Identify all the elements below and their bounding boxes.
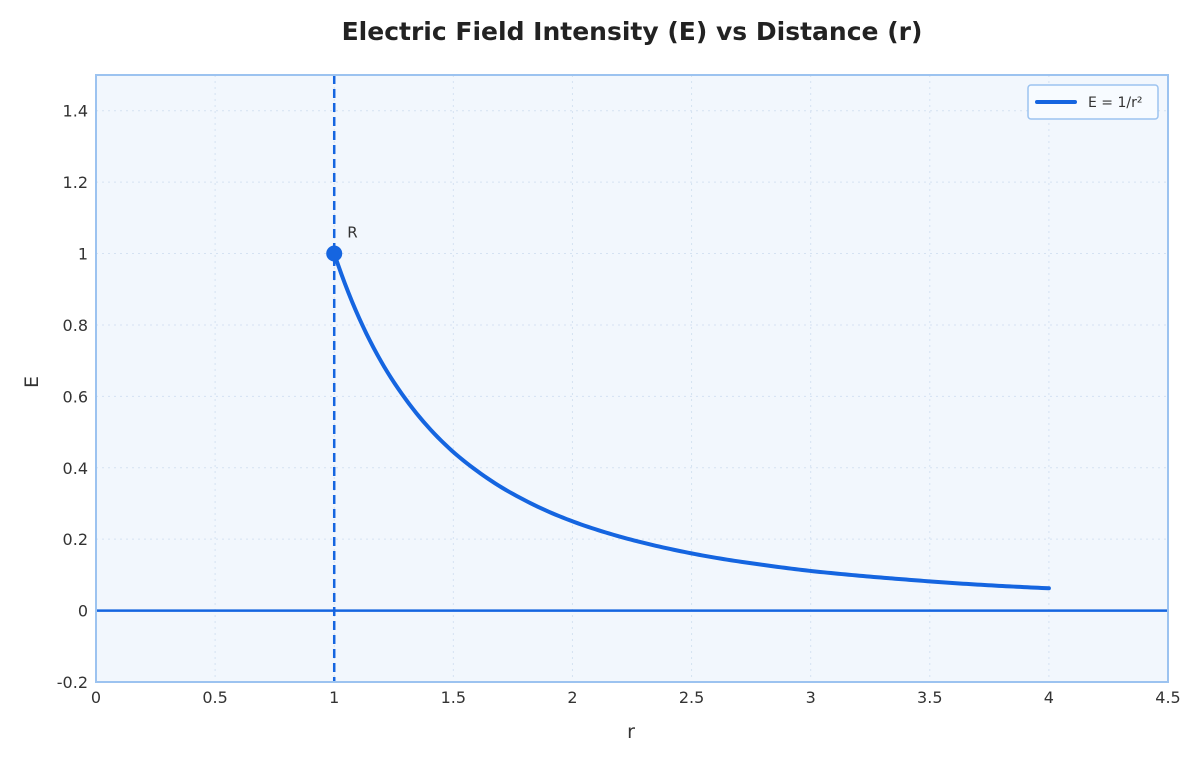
y-tick-label: -0.2: [57, 673, 88, 692]
plot-background: [96, 75, 1168, 682]
x-tick-label: 3.5: [917, 688, 942, 707]
marker-point-R: [326, 245, 343, 262]
marker-label-R: R: [347, 224, 357, 242]
x-tick-label: 1: [329, 688, 339, 707]
y-axis-label: E: [21, 376, 43, 388]
reference-lines: [96, 75, 1168, 682]
x-tick-label: 2.5: [679, 688, 704, 707]
y-tick-label: 1.2: [63, 173, 88, 192]
x-axis-ticks: 0 0.5 1 1.5 2 2.5 3 3.5 4 4.5: [91, 688, 1181, 707]
x-tick-label: 0: [91, 688, 101, 707]
y-tick-label: 0.6: [63, 387, 88, 406]
y-tick-label: 0.2: [63, 530, 88, 549]
x-tick-label: 0.5: [202, 688, 227, 707]
legend-box: [1027, 84, 1159, 120]
y-tick-label: 0: [78, 602, 88, 621]
chart-title: Electric Field Intensity (E) vs Distance…: [342, 17, 923, 46]
x-tick-label: 3: [806, 688, 816, 707]
plot-frame: [95, 74, 1169, 683]
y-tick-label: 0.4: [63, 459, 88, 478]
legend: E = 1/r²: [1027, 84, 1159, 120]
y-tick-label: 0.8: [63, 316, 88, 335]
legend-label-0: E = 1/r²: [1088, 95, 1142, 111]
x-tick-label: 4: [1044, 688, 1054, 707]
y-tick-label: 1.4: [63, 102, 88, 121]
marker-layer: R: [326, 224, 358, 262]
y-axis-ticks: -0.2 0 0.2 0.4 0.6 0.8 1 1.2 1.4: [57, 102, 88, 692]
x-tick-label: 2: [567, 688, 577, 707]
plot-area: R: [95, 74, 1169, 683]
series-line-0: [332, 251, 1051, 591]
x-axis-label: r: [627, 721, 635, 743]
x-tick-label: 4.5: [1155, 688, 1180, 707]
series-layer: [332, 251, 1051, 591]
x-tick-label: 1.5: [441, 688, 466, 707]
y-tick-label: 1: [78, 245, 88, 264]
